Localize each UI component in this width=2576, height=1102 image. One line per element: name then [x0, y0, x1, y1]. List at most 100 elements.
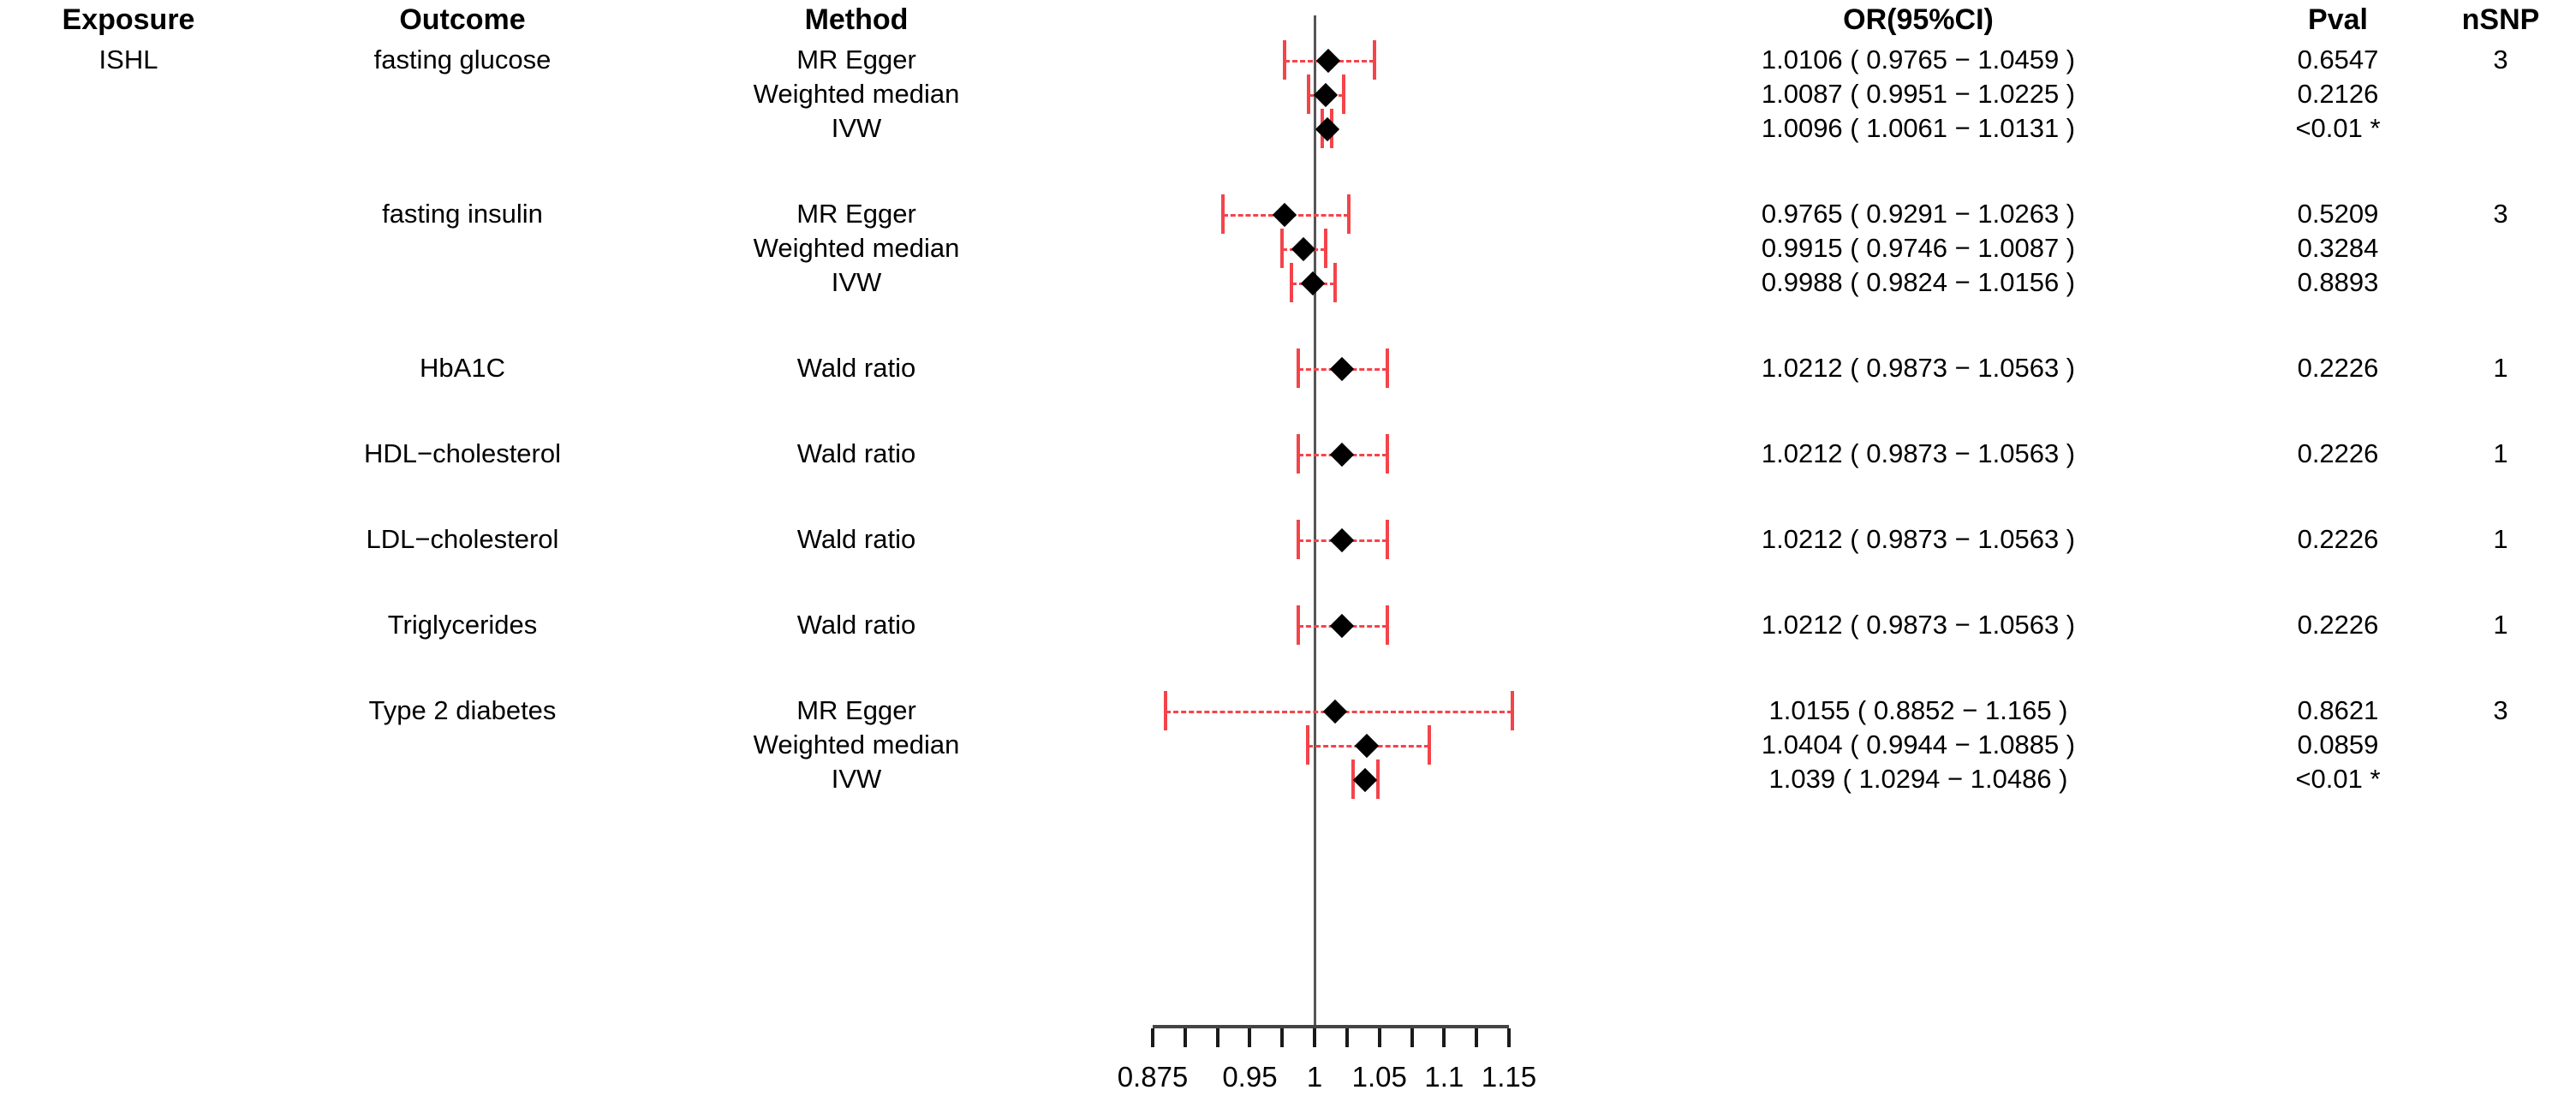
cell-pval: 0.2226: [2297, 353, 2379, 383]
cell-outcome: HbA1C: [420, 353, 505, 383]
cell-method: Weighted median: [753, 79, 960, 109]
cell-nsnp: 3: [2493, 695, 2508, 725]
cell-pval: 0.5209: [2297, 199, 2379, 229]
x-axis-tick-label: 1: [1306, 1061, 1323, 1093]
confidence-interval-cap-lower: [1296, 434, 1300, 474]
x-axis-tick-label: 1.15: [1481, 1061, 1537, 1093]
effect-estimate-point: [1314, 82, 1339, 108]
cell-or-ci: 0.9765 ( 0.9291 − 1.0263 ): [1761, 199, 2076, 229]
confidence-interval-cap-upper: [1386, 348, 1390, 388]
cell-or-ci: 1.0087 ( 0.9951 − 1.0225 ): [1761, 79, 2076, 109]
cell-or-ci: 1.0212 ( 0.9873 − 1.0563 ): [1761, 353, 2076, 383]
confidence-interval-cap-lower: [1220, 194, 1225, 234]
cell-outcome: HDL−cholesterol: [363, 438, 562, 468]
confidence-interval-cap-lower: [1296, 348, 1300, 388]
cell-nsnp: 1: [2493, 353, 2508, 383]
effect-estimate-point: [1322, 699, 1347, 724]
column-header-or: OR(95%CI): [1843, 3, 1994, 36]
confidence-interval-cap-upper: [1511, 691, 1514, 730]
cell-outcome: fasting glucose: [373, 45, 552, 74]
cell-nsnp: 1: [2493, 610, 2508, 640]
column-header-nsnp: nSNP: [2461, 3, 2540, 36]
reference-line-at-or-1: [1313, 15, 1316, 1025]
cell-pval: <0.01 *: [2295, 113, 2381, 143]
confidence-interval-cap-upper: [1375, 759, 1380, 799]
cell-method: Weighted median: [753, 233, 960, 263]
cell-pval: 0.3284: [2297, 233, 2379, 263]
x-axis-tick: [1280, 1028, 1285, 1047]
cell-method: IVW: [831, 267, 882, 297]
cell-method: Wald ratio: [796, 524, 916, 554]
cell-method: MR Egger: [796, 45, 916, 74]
cell-or-ci: 1.0106 ( 0.9765 − 1.0459 ): [1761, 45, 2076, 74]
confidence-interval-cap-lower: [1351, 759, 1355, 799]
column-header-outcome: Outcome: [399, 3, 526, 36]
x-axis-tick-label: 1.1: [1424, 1061, 1464, 1093]
x-axis-tick: [1507, 1028, 1511, 1047]
effect-estimate-point: [1330, 356, 1355, 382]
confidence-interval-cap-upper: [1333, 263, 1337, 302]
x-axis-tick: [1151, 1028, 1154, 1047]
effect-estimate-point: [1355, 733, 1380, 759]
confidence-interval-cap-lower: [1296, 520, 1300, 559]
confidence-interval-cap-upper: [1346, 194, 1351, 234]
confidence-interval-cap-upper: [1342, 74, 1346, 114]
x-axis-tick-label: 0.875: [1117, 1061, 1189, 1093]
confidence-interval-cap-upper: [1427, 725, 1431, 765]
confidence-interval-cap-upper: [1372, 40, 1376, 80]
cell-method: Wald ratio: [796, 610, 916, 640]
cell-method: MR Egger: [796, 695, 916, 725]
cell-method: MR Egger: [796, 199, 916, 229]
cell-or-ci: 1.0212 ( 0.9873 − 1.0563 ): [1761, 438, 2076, 468]
effect-estimate-point: [1330, 527, 1355, 553]
confidence-interval-cap-lower: [1164, 691, 1168, 730]
cell-outcome: fasting insulin: [382, 199, 543, 229]
confidence-interval-cap-upper: [1386, 605, 1390, 645]
cell-nsnp: 1: [2493, 438, 2508, 468]
confidence-interval-cap-upper: [1324, 229, 1328, 268]
confidence-interval-cap-lower: [1306, 74, 1310, 114]
column-header-pval: Pval: [2308, 3, 2368, 36]
effect-estimate-point: [1291, 236, 1316, 262]
effect-estimate-point: [1352, 767, 1378, 793]
cell-pval: 0.2226: [2297, 610, 2379, 640]
confidence-interval-cap-upper: [1386, 520, 1390, 559]
x-axis-tick: [1475, 1028, 1479, 1047]
cell-pval: 0.8893: [2297, 267, 2379, 297]
effect-estimate-point: [1315, 116, 1339, 142]
cell-or-ci: 1.0212 ( 0.9873 − 1.0563 ): [1761, 524, 2076, 554]
x-axis-tick: [1313, 1028, 1317, 1047]
x-axis-line: [1153, 1025, 1509, 1028]
x-axis-tick: [1183, 1028, 1187, 1047]
cell-method: Wald ratio: [796, 438, 916, 468]
confidence-interval-cap-lower: [1279, 229, 1284, 268]
exposure-value: ISHL: [98, 45, 158, 74]
cell-pval: 0.2126: [2297, 79, 2379, 109]
cell-or-ci: 1.0155 ( 0.8852 − 1.165 ): [1768, 695, 2068, 725]
cell-nsnp: 3: [2493, 199, 2508, 229]
effect-estimate-point: [1330, 442, 1355, 468]
effect-estimate-point: [1315, 48, 1341, 74]
x-axis-tick: [1377, 1028, 1381, 1047]
cell-outcome: Type 2 diabetes: [368, 695, 557, 725]
cell-pval: <0.01 *: [2295, 764, 2381, 794]
cell-or-ci: 1.039 ( 1.0294 − 1.0486 ): [1768, 764, 2068, 794]
cell-method: IVW: [831, 113, 882, 143]
x-axis-tick: [1345, 1028, 1349, 1047]
cell-or-ci: 1.0212 ( 0.9873 − 1.0563 ): [1761, 610, 2076, 640]
cell-method: Weighted median: [753, 730, 960, 759]
cell-or-ci: 1.0096 ( 1.0061 − 1.0131 ): [1761, 113, 2076, 143]
x-axis-tick-label: 0.95: [1222, 1061, 1278, 1093]
confidence-interval-cap-lower: [1282, 40, 1286, 80]
x-axis-tick: [1410, 1028, 1414, 1047]
effect-estimate-point: [1272, 202, 1297, 228]
plot-area: 0.875 0.95 1 1.05 1.1 1.15: [1062, 0, 1559, 1102]
cell-or-ci: 0.9915 ( 0.9746 − 1.0087 ): [1761, 233, 2076, 263]
cell-pval: 0.8621: [2297, 695, 2379, 725]
cell-method: Wald ratio: [796, 353, 916, 383]
cell-pval: 0.0859: [2297, 730, 2379, 759]
cell-nsnp: 3: [2493, 45, 2508, 74]
x-axis-tick: [1248, 1028, 1252, 1047]
x-axis-tick: [1442, 1028, 1446, 1047]
